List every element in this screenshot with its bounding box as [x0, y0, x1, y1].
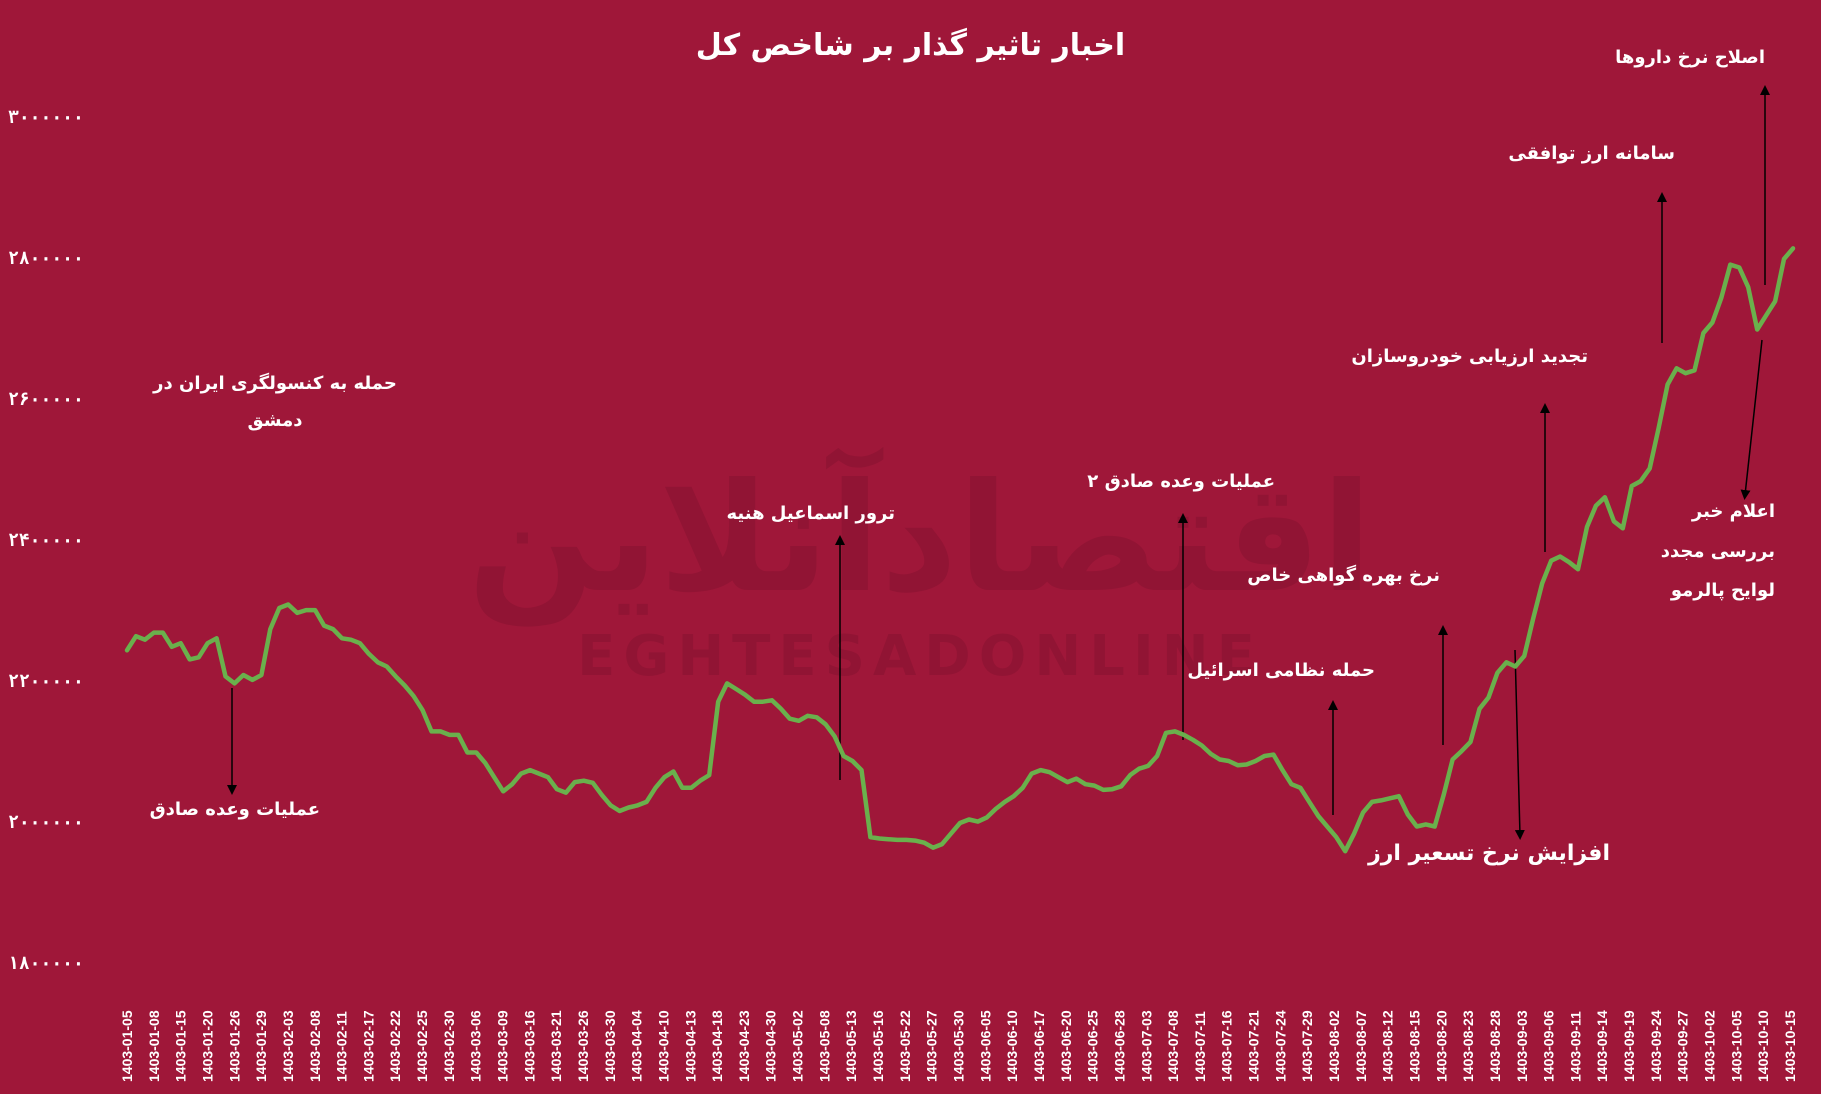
y-tick-label: ۳۰۰۰۰۰۰ [8, 107, 84, 128]
x-tick-label: 1403-01-08 [146, 1010, 162, 1082]
x-tick-label: 1403-10-15 [1782, 1010, 1798, 1082]
annotation-fx-rate: افزایش نرخ تسعیر ارز [1368, 841, 1610, 866]
x-tick-label: 1403-02-11 [334, 1011, 350, 1082]
x-tick-label: 1403-10-02 [1702, 1010, 1718, 1082]
x-tick-label: 1403-07-24 [1272, 1010, 1288, 1082]
x-tick-label: 1403-03-09 [495, 1010, 511, 1082]
x-tick-label: 1403-01-26 [226, 1010, 242, 1082]
x-tick-label: 1403-04-23 [736, 1010, 752, 1082]
x-tick-label: 1403-05-27 [924, 1010, 940, 1082]
x-tick-label: 1403-09-03 [1514, 1010, 1530, 1082]
annotation-vaade-sadegh: عملیات وعده صادق [149, 799, 320, 820]
x-tick-label: 1403-08-02 [1326, 1010, 1342, 1082]
x-tick-label: 1403-08-20 [1433, 1010, 1449, 1082]
x-tick-label: 1403-04-10 [656, 1010, 672, 1082]
x-tick-label: 1403-01-05 [119, 1010, 135, 1082]
x-tick-label: 1403-02-25 [414, 1010, 430, 1082]
svg-text:EGHTESADONLINE: EGHTESADONLINE [577, 624, 1263, 689]
y-tick-label: ۲۴۰۰۰۰۰ [8, 530, 84, 551]
annotation-interest-rate: نرخ بهره گواهی خاص [1247, 565, 1440, 586]
y-tick-label: ۲۶۰۰۰۰۰ [8, 389, 84, 410]
x-tick-label: 1403-06-20 [1058, 1010, 1074, 1082]
x-tick-label: 1403-03-26 [575, 1010, 591, 1082]
chart-title: اخبار تاثیر گذار بر شاخص کل [695, 28, 1126, 63]
x-tick-label: 1403-04-30 [763, 1010, 779, 1082]
x-tick-label: 1403-02-30 [441, 1010, 457, 1082]
x-tick-label: 1403-07-03 [1138, 1010, 1154, 1082]
x-tick-label: 1403-05-02 [790, 1010, 806, 1082]
x-tick-label: 1403-07-29 [1299, 1010, 1315, 1082]
x-tick-label: 1403-08-23 [1460, 1010, 1476, 1082]
x-tick-label: 1403-09-24 [1648, 1010, 1664, 1082]
x-tick-label: 1403-07-08 [1165, 1010, 1181, 1082]
svg-text:اقتصادآنلاین: اقتصادآنلاین [468, 447, 1373, 627]
x-tick-label: 1403-01-20 [200, 1010, 216, 1082]
x-tick-label: 1403-08-12 [1380, 1010, 1396, 1082]
x-axis-ticks: 1403-01-05 1403-01-08 1403-01-15 1403-01-20… [119, 1010, 1798, 1082]
annotation-haniyeh: ترور اسماعیل هنیه [726, 503, 895, 524]
series-line [124, 246, 1796, 854]
x-tick-label: 1403-09-14 [1594, 1010, 1610, 1082]
x-tick-label: 1403-06-10 [1004, 1010, 1020, 1082]
y-tick-label: ۲۰۰۰۰۰۰ [8, 812, 84, 833]
annotation-fx-market: سامانه ارز توافقی [1508, 143, 1675, 164]
annotation-automakers: تجدید ارزیابی خودروسازان [1351, 346, 1588, 367]
x-tick-label: 1403-08-15 [1407, 1010, 1423, 1082]
y-tick-label: ۲۲۰۰۰۰۰ [8, 671, 84, 692]
x-tick-label: 1403-06-25 [1085, 1010, 1101, 1082]
x-tick-label: 1403-09-27 [1675, 1010, 1691, 1082]
x-tick-label: 1403-09-11 [1567, 1011, 1583, 1082]
x-tick-label: 1403-01-15 [173, 1010, 189, 1082]
x-tick-label: 1403-05-22 [897, 1010, 913, 1082]
x-tick-label: 1403-09-06 [1541, 1010, 1557, 1082]
annotation-arrows [227, 85, 1770, 840]
x-tick-label: 1403-10-05 [1728, 1010, 1744, 1082]
x-tick-label: 1403-02-22 [387, 1010, 403, 1082]
x-tick-label: 1403-03-30 [602, 1010, 618, 1082]
x-tick-label: 1403-06-05 [977, 1010, 993, 1082]
annotation-palermo: اعلام خبر بررسی مجدد لوایح پالرمو [1645, 492, 1775, 611]
x-tick-label: 1403-07-11 [1192, 1011, 1208, 1082]
x-tick-label: 1403-02-03 [280, 1010, 296, 1082]
x-tick-label: 1403-02-17 [360, 1010, 376, 1082]
x-tick-label: 1403-04-18 [709, 1010, 725, 1082]
x-tick-label: 1403-05-16 [870, 1010, 886, 1082]
x-tick-label: 1403-10-10 [1755, 1010, 1771, 1082]
x-tick-label: 1403-06-17 [1031, 1010, 1047, 1082]
annotation-israel-attack: حمله نظامی اسرائیل [1187, 660, 1375, 681]
x-tick-label: 1403-04-13 [682, 1010, 698, 1082]
x-tick-label: 1403-03-06 [468, 1010, 484, 1082]
watermark-logo: اقتصادآنلاین EGHTESADONLINE [430, 440, 1410, 700]
annotation-line: لوایح پالرمو [1670, 580, 1775, 602]
x-tick-label: 1403-08-28 [1487, 1010, 1503, 1082]
x-tick-label: 1403-06-28 [1111, 1010, 1127, 1082]
x-tick-label: 1403-07-21 [1246, 1010, 1262, 1082]
x-tick-label: 1403-07-16 [1219, 1010, 1235, 1082]
annotation-drug-price: اصلاح نرخ داروها [1615, 47, 1765, 68]
x-tick-label: 1403-05-08 [816, 1010, 832, 1082]
y-tick-label: ۱۸۰۰۰۰۰ [8, 953, 84, 974]
x-tick-label: 1403-03-16 [521, 1010, 537, 1082]
annotation-line: حمله به کنسولگری ایران در [153, 373, 397, 394]
annotation-consulate-attack: حمله به کنسولگری ایران در دمشق [150, 370, 400, 434]
x-tick-label: 1403-08-07 [1353, 1010, 1369, 1082]
arrow-fx-rate [1514, 649, 1525, 840]
x-tick-label: 1403-02-08 [307, 1010, 323, 1082]
x-tick-label: 1403-03-21 [548, 1010, 564, 1082]
x-tick-label: 1403-04-04 [629, 1010, 645, 1082]
annotation-line: دمشق [247, 410, 303, 431]
annotation-line: بررسی مجدد [1660, 540, 1775, 562]
annotation-line: اعلام خبر [1691, 501, 1775, 522]
y-tick-label: ۲۸۰۰۰۰۰ [8, 248, 84, 269]
x-tick-label: 1403-01-29 [253, 1010, 269, 1082]
annotation-vaade-sadegh-2: عملیات وعده صادق ۲ [1087, 471, 1275, 492]
x-tick-label: 1403-09-19 [1621, 1010, 1637, 1082]
x-tick-label: 1403-05-13 [843, 1010, 859, 1082]
x-tick-label: 1403-05-30 [951, 1010, 967, 1082]
arrow-palermo [1740, 339, 1763, 500]
